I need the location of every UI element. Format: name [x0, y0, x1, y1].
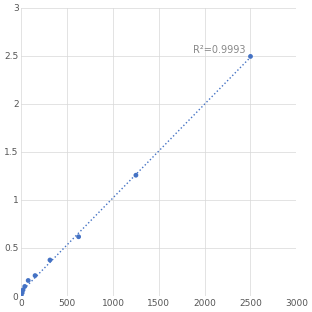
Point: [19, 294, 24, 299]
Point: [76, 234, 81, 239]
Point: [47, 257, 52, 262]
Point: [134, 173, 139, 178]
Point: [32, 273, 37, 278]
Point: [248, 54, 253, 59]
Text: R²=0.9993: R²=0.9993: [193, 45, 245, 55]
Point: [21, 287, 26, 292]
Point: [22, 284, 27, 289]
Point: [20, 290, 25, 295]
Point: [26, 278, 31, 283]
